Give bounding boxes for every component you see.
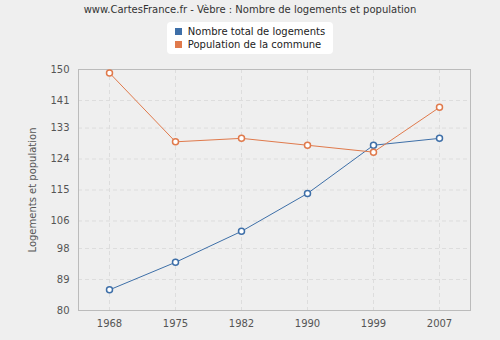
- svg-text:2007: 2007: [427, 318, 452, 329]
- svg-text:1975: 1975: [163, 318, 188, 329]
- svg-text:124: 124: [50, 153, 69, 164]
- html-text:www.CartesFrance.fr - Vèbre :: www.CartesFrance.fr - Vèbre : Nombre de …: [83, 4, 417, 15]
- svg-text:80: 80: [57, 305, 70, 316]
- svg-text:1968: 1968: [97, 318, 122, 329]
- svg-text:141: 141: [50, 95, 69, 106]
- svg-text:1990: 1990: [295, 318, 320, 329]
- svg-text:89: 89: [57, 274, 70, 285]
- html-text:Nombre total de logements: Nombre total de logements: [187, 26, 326, 37]
- svg-text:115: 115: [50, 184, 69, 195]
- svg-text:106: 106: [50, 215, 69, 226]
- svg-text:1999: 1999: [361, 318, 386, 329]
- svg-text:Logements et population: Logements et population: [27, 127, 38, 252]
- svg-text:150: 150: [50, 64, 69, 75]
- html-text:Population de la commune: Population de la commune: [187, 39, 322, 50]
- svg-text:98: 98: [57, 243, 70, 254]
- svg-text:1982: 1982: [229, 318, 254, 329]
- svg-text:133: 133: [50, 122, 69, 133]
